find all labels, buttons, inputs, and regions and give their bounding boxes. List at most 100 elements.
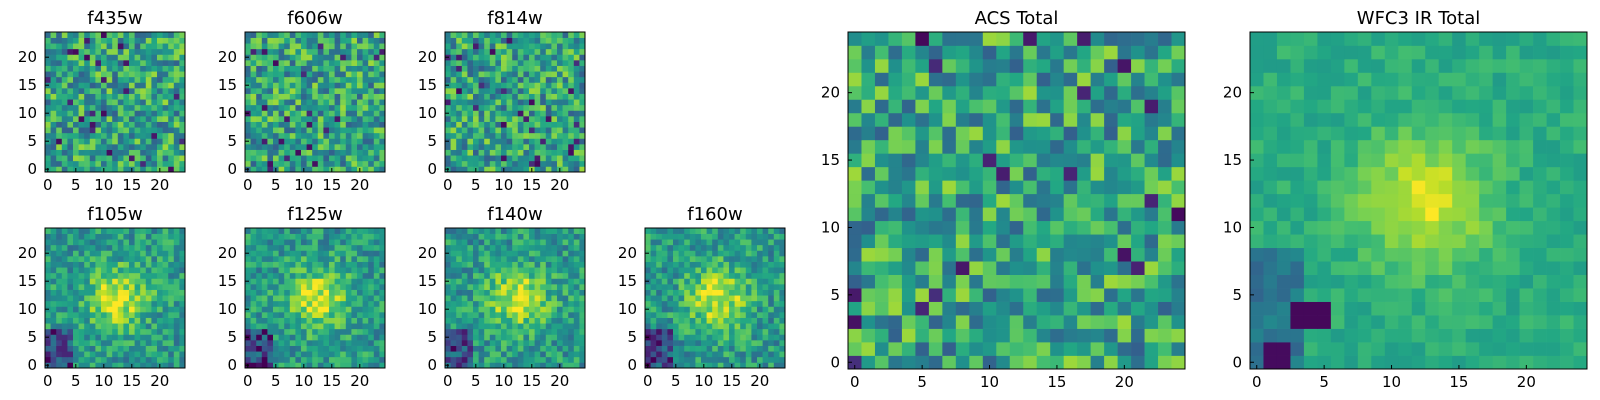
heatmap-cell [450, 127, 457, 134]
heatmap-cell [512, 116, 519, 122]
heatmap-cell [45, 104, 51, 111]
heatmap-cell [157, 340, 163, 346]
heatmap-cell [712, 267, 719, 274]
heatmap-cell [489, 43, 496, 50]
heatmap-cell [701, 256, 707, 262]
heatmap-cell [112, 306, 119, 313]
heatmap-cell [467, 312, 474, 318]
heatmap-cell [306, 272, 313, 279]
heatmap-cell [267, 138, 274, 145]
heatmap-cell [489, 300, 496, 307]
heatmap-cell [73, 104, 79, 111]
heatmap-cell [1158, 153, 1172, 168]
heatmap-cell [512, 272, 519, 279]
heatmap-cell [373, 155, 380, 162]
heatmap-cell [379, 99, 386, 106]
heatmap-cell [729, 300, 735, 307]
heatmap-cell [689, 239, 696, 246]
heatmap-cell [373, 37, 380, 44]
heatmap-cell [45, 228, 51, 234]
heatmap-cell [334, 127, 341, 134]
heatmap-cell [717, 317, 724, 324]
heatmap-cell [157, 149, 163, 156]
heatmap-cell [534, 295, 541, 302]
heatmap-cell [478, 228, 485, 234]
heatmap-cell [461, 160, 468, 167]
heatmap-cell [345, 228, 352, 234]
heatmap-cell [645, 289, 651, 296]
heatmap-cell [773, 334, 780, 341]
heatmap-cell [529, 312, 535, 318]
heatmap-cell [461, 71, 468, 78]
heatmap-cell [306, 93, 313, 100]
heatmap-cell [695, 345, 702, 352]
heatmap-cell [261, 54, 268, 61]
heatmap-cell [489, 149, 496, 156]
heatmap-cell [323, 110, 330, 117]
heatmap-cell [450, 121, 457, 128]
heatmap-cell [478, 160, 485, 167]
heatmap-cell [848, 315, 862, 329]
heatmap-cell [551, 132, 558, 139]
heatmap-cell [557, 65, 563, 72]
heatmap-cell [456, 160, 463, 167]
heatmap-cell [478, 233, 485, 240]
heatmap-cell [278, 244, 285, 251]
heatmap-cell [368, 71, 375, 78]
heatmap-cell [245, 284, 251, 290]
heatmap-cell [256, 104, 263, 111]
heatmap-cell [484, 76, 491, 83]
heatmap-cell [706, 284, 713, 290]
heatmap-cell [256, 60, 263, 66]
heatmap-cell [101, 127, 107, 134]
heatmap-cell [312, 127, 319, 134]
heatmap-cell [684, 317, 691, 324]
heatmap-cell [145, 54, 152, 61]
heatmap-cell [306, 110, 313, 117]
heatmap-cell [1104, 274, 1118, 289]
heatmap-cell [340, 93, 347, 100]
heatmap-cell [928, 342, 943, 356]
heatmap-cell [1077, 261, 1091, 275]
heatmap-cell [312, 340, 319, 346]
heatmap-cell [512, 32, 519, 38]
heatmap-cell [540, 138, 547, 145]
heatmap-cell [506, 166, 513, 173]
heatmap-cell [245, 356, 251, 363]
heatmap-cell [517, 155, 524, 162]
heatmap-cell [915, 126, 930, 141]
heatmap-cell [317, 278, 324, 285]
heatmap-cell [256, 284, 263, 290]
heatmap-cell [729, 256, 735, 262]
heatmap-cell [106, 244, 113, 251]
heatmap-cell [351, 110, 358, 117]
heatmap-cell [245, 244, 251, 251]
heatmap-cell [345, 250, 352, 257]
heatmap-cell [495, 228, 502, 234]
heatmap-cell [557, 256, 563, 262]
heatmap-cell [874, 261, 889, 275]
heatmap-cell [106, 76, 113, 83]
heatmap-cell [551, 76, 558, 83]
heatmap-cell [306, 244, 313, 251]
heatmap-cell [89, 144, 96, 150]
heatmap-cell [874, 180, 889, 195]
heatmap-cell [773, 312, 780, 318]
heatmap-cell [284, 110, 291, 117]
heatmap-cell [723, 233, 730, 240]
heatmap-cell [489, 121, 496, 128]
heatmap-cell [557, 127, 563, 134]
heatmap-cell [656, 256, 663, 262]
heatmap-cell [445, 233, 451, 240]
heatmap-cell [278, 334, 285, 341]
heatmap-cell [495, 71, 502, 78]
heatmap-cell [557, 138, 563, 145]
heatmap-cell [73, 239, 79, 246]
heatmap-cell [540, 93, 547, 100]
heatmap-cell [123, 328, 130, 335]
heatmap-cell [323, 93, 330, 100]
heatmap-cell [157, 289, 163, 296]
heatmap-cell [273, 138, 279, 145]
heatmap-cell [888, 342, 903, 356]
heatmap-cell [517, 88, 524, 94]
